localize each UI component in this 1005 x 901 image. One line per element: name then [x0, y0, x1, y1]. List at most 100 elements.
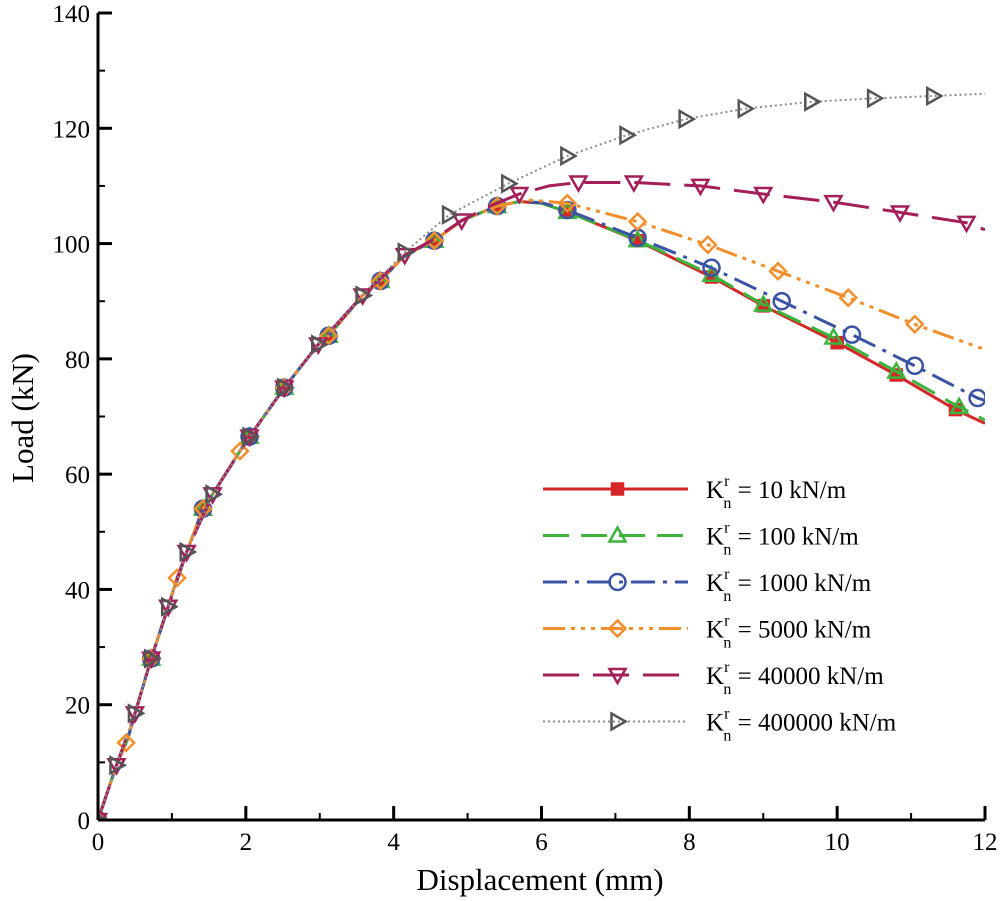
x-tick-label: 6 [535, 829, 548, 856]
legend-label: Kr n = 400000 kN/m [706, 706, 897, 745]
data-point-marker [842, 325, 862, 344]
data-point-marker [179, 541, 198, 563]
legend-label: Kr n = 10 kN/m [706, 473, 847, 512]
legend-value: = 40000 kN/m [731, 663, 884, 690]
data-point-marker [804, 91, 822, 112]
series-line [98, 92, 985, 820]
x-tick-label: 0 [92, 829, 105, 856]
legend-value: = 5000 kN/m [731, 617, 871, 644]
data-point-marker [690, 178, 711, 197]
legend-sub: n [723, 495, 731, 512]
data-point-marker [318, 325, 339, 344]
data-point-marker [737, 98, 756, 119]
data-point-marker [948, 396, 970, 415]
legend-sub: n [723, 635, 731, 652]
legend-sub: n [723, 681, 731, 698]
x-tick-label: 2 [240, 829, 253, 856]
series-6 [98, 85, 985, 820]
legend-marker [610, 482, 625, 496]
data-point-marker [905, 314, 925, 335]
y-tick-label: 0 [78, 808, 91, 835]
data-point-marker [355, 285, 374, 306]
data-point-marker [772, 291, 791, 311]
legend-k: K [706, 710, 724, 737]
series-line [98, 198, 985, 820]
data-point-marker [838, 287, 859, 308]
data-point-marker [397, 242, 416, 263]
data-point-marker [623, 175, 645, 193]
series-line [98, 181, 985, 820]
legend-value: = 10 kN/m [731, 477, 846, 504]
data-point-marker [956, 215, 977, 234]
legend-sup: r [724, 566, 730, 583]
data-point-marker [116, 732, 136, 753]
x-tick-label: 12 [973, 829, 998, 856]
data-point-marker [160, 596, 179, 617]
data-point-marker [557, 193, 578, 213]
legend-marker [607, 618, 628, 639]
data-point-marker [889, 205, 911, 223]
legend-value: = 100 kN/m [731, 524, 859, 551]
data-point-marker [205, 484, 224, 505]
y-axis-title: Load (kN) [5, 353, 40, 483]
legend-entry: Kr n = 40000 kN/m [543, 659, 884, 698]
y-tick-label: 20 [65, 693, 90, 720]
legend-k: K [706, 617, 724, 644]
legend-label: Kr n = 100 kN/m [706, 520, 859, 559]
data-point-marker [424, 230, 445, 251]
data-point-marker [866, 88, 885, 109]
y-tick-label: 40 [65, 577, 90, 604]
legend-entry: Kr n = 1000 kN/m [543, 566, 872, 605]
legend-marker [608, 572, 627, 592]
legend-sup: r [724, 520, 730, 537]
data-point-marker [318, 326, 339, 346]
legend-label: Kr n = 5000 kN/m [706, 613, 872, 652]
data-point-marker [823, 327, 844, 345]
data-point-marker [277, 377, 295, 398]
legend-sub: n [723, 588, 731, 605]
legend-k: K [706, 477, 724, 504]
legend-k: K [706, 570, 724, 597]
y-tick-label: 140 [53, 1, 91, 28]
data-point-marker [500, 173, 519, 194]
data-point-marker [968, 388, 985, 408]
legend-value: = 1000 kN/m [731, 570, 871, 597]
y-tick-label: 100 [53, 232, 91, 259]
data-point-marker [926, 85, 944, 107]
data-point-marker [394, 247, 415, 266]
legend-sub: n [723, 728, 731, 745]
data-point-marker [753, 186, 774, 205]
data-point-marker [451, 213, 472, 232]
legend-sup: r [724, 706, 730, 723]
data-point-marker [109, 755, 127, 776]
y-tick-label: 120 [53, 116, 91, 143]
legend-entry: Kr n = 100 kN/m [543, 520, 859, 559]
x-tick-label: 4 [387, 829, 400, 856]
data-point-marker [568, 175, 589, 193]
data-point-marker [167, 568, 187, 588]
legend-label: Kr n = 40000 kN/m [706, 659, 884, 698]
data-point-marker [230, 441, 250, 461]
legend-sup: r [724, 659, 730, 676]
data-point-marker [702, 258, 721, 278]
legend-k: K [706, 524, 724, 551]
series-layer [98, 85, 985, 820]
legend-value: = 400000 kN/m [731, 710, 896, 737]
x-tick-label: 10 [825, 829, 850, 856]
data-point-marker [619, 125, 638, 146]
data-point-marker [127, 703, 146, 724]
legend-label: Kr n = 1000 kN/m [706, 566, 872, 605]
y-tick-label: 80 [65, 347, 90, 374]
legend-sup: r [724, 613, 730, 630]
legend-sub: n [723, 542, 731, 559]
legend-marker [610, 711, 629, 732]
data-point-marker [242, 426, 261, 447]
legend-entry: Kr n = 5000 kN/m [543, 613, 872, 652]
legend-marker [607, 524, 628, 543]
legend: Kr n = 10 kN/mKr n = 100 kN/mKr n = 1000 kN… [543, 473, 897, 745]
data-point-marker [487, 196, 507, 216]
legend-marker [607, 667, 628, 686]
y-tick-label: 60 [65, 462, 90, 489]
data-point-marker [823, 194, 844, 213]
